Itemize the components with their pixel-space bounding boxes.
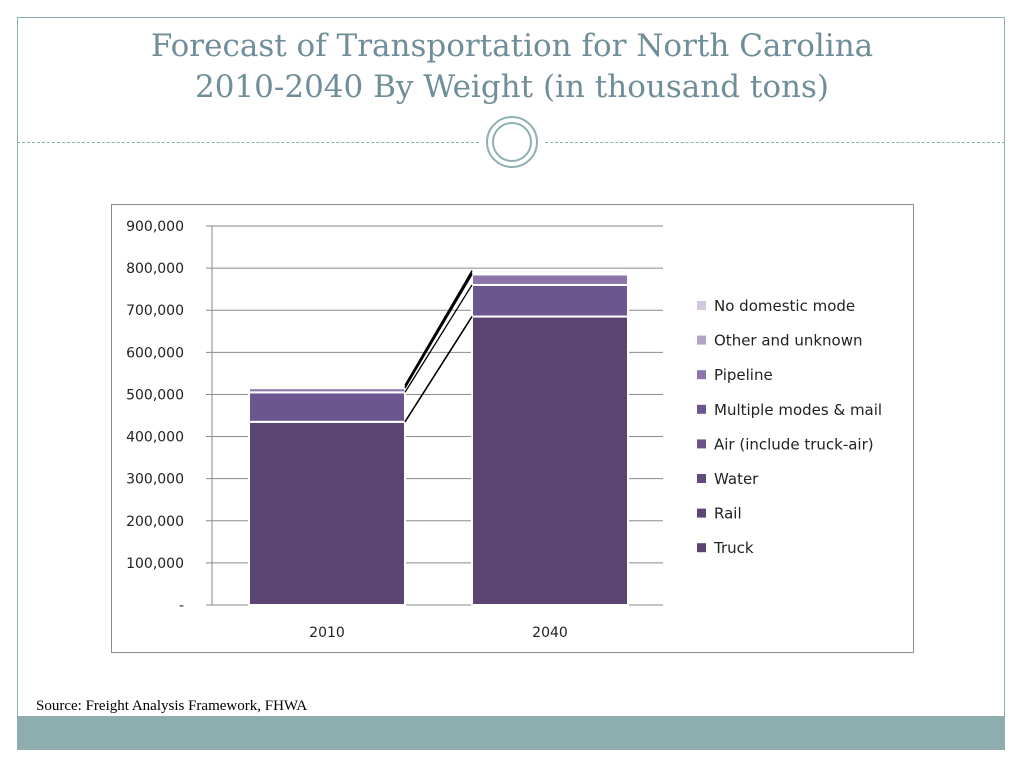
divider-left bbox=[17, 142, 479, 143]
title-line-2: 2010-2040 By Weight (in thousand tons) bbox=[194, 69, 829, 105]
bar-segment bbox=[248, 420, 406, 606]
y-tick-label: 700,000 bbox=[126, 303, 184, 319]
x-tick-label: 2040 bbox=[532, 625, 568, 641]
y-tick-label: 600,000 bbox=[126, 345, 184, 361]
y-tick-label: 900,000 bbox=[126, 219, 184, 235]
bar-segment bbox=[471, 269, 629, 274]
y-tick-label: 200,000 bbox=[126, 514, 184, 530]
divider-right bbox=[545, 142, 1005, 143]
bar-segment bbox=[248, 391, 406, 423]
x-tick-label: 2010 bbox=[309, 625, 345, 641]
title-line-1: Forecast of Transportation for North Car… bbox=[150, 28, 874, 64]
footer-bar bbox=[17, 716, 1005, 750]
legend-label: Rail bbox=[714, 505, 742, 523]
legend-swatch bbox=[697, 439, 706, 449]
legend-swatch bbox=[697, 335, 706, 345]
legend-swatch bbox=[697, 474, 706, 483]
y-tick-label: 300,000 bbox=[126, 472, 184, 488]
series-connector-line bbox=[404, 284, 473, 393]
legend-swatch bbox=[697, 301, 706, 310]
bar-segment bbox=[248, 384, 406, 388]
legend-label: Other and unknown bbox=[714, 332, 863, 350]
legend-label: Truck bbox=[713, 539, 754, 557]
y-tick-label: 400,000 bbox=[126, 430, 184, 446]
source-note: Source: Freight Analysis Framework, FHWA bbox=[36, 698, 308, 714]
legend-swatch bbox=[697, 508, 706, 518]
series-connector-line bbox=[404, 272, 473, 388]
legend-swatch bbox=[697, 404, 706, 414]
bar-segment bbox=[471, 283, 629, 318]
legend-label: Air (include truck-air) bbox=[714, 435, 874, 453]
bar-segment bbox=[471, 273, 629, 286]
series-connector-line bbox=[404, 270, 473, 386]
series-connector-line bbox=[404, 274, 473, 389]
legend-label: Pipeline bbox=[714, 366, 773, 384]
legend-label: Water bbox=[714, 470, 759, 488]
y-tick-label: 100,000 bbox=[126, 556, 184, 572]
ring-inner bbox=[492, 122, 532, 162]
legend-swatch bbox=[697, 543, 706, 553]
legend-swatch bbox=[697, 370, 706, 380]
series-connector-line bbox=[404, 316, 473, 423]
chart-container: - 100,000 200,000 300,000 400,000 500,000 600,… bbox=[111, 204, 914, 653]
bar-segment bbox=[471, 315, 629, 607]
y-tick-label: 500,000 bbox=[126, 387, 184, 403]
y-tick-label: - bbox=[179, 598, 184, 614]
legend-label: Multiple modes & mail bbox=[714, 401, 882, 419]
stacked-bar-chart: - 100,000 200,000 300,000 400,000 500,000 600,… bbox=[126, 219, 882, 641]
slide-title: Forecast of Transportation for North Car… bbox=[0, 26, 1024, 108]
legend-label: No domestic mode bbox=[714, 297, 855, 315]
ring-ornament-icon bbox=[486, 116, 538, 168]
y-tick-label: 800,000 bbox=[126, 261, 184, 277]
